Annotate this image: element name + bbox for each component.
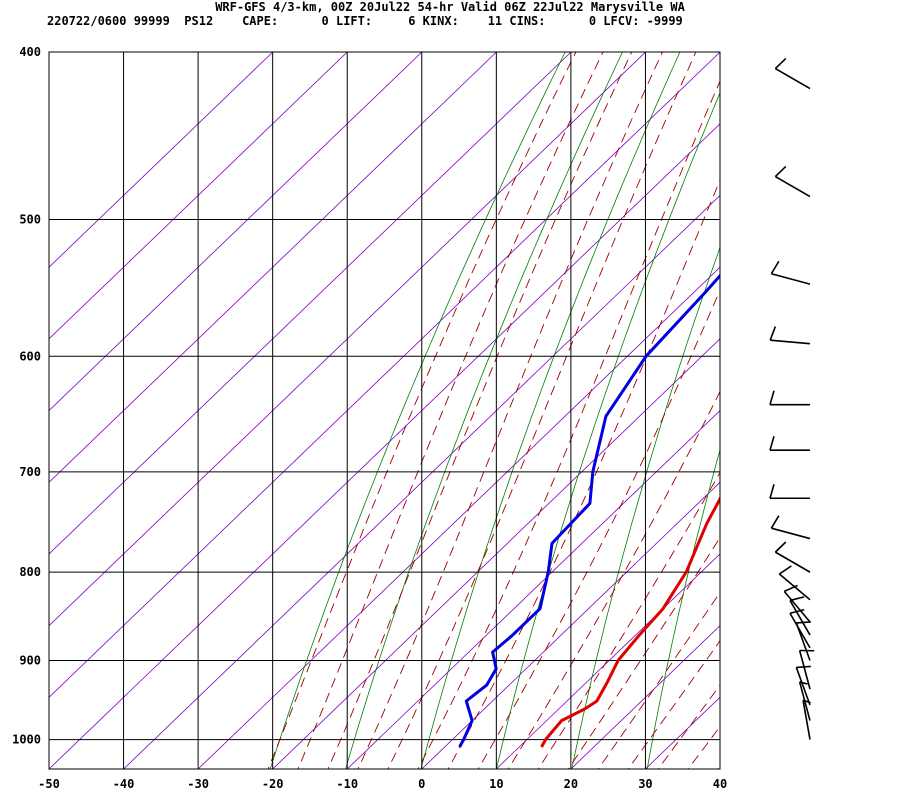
plot-frame (48, 51, 721, 770)
isotherm-line (197, 266, 720, 769)
dry-adiabat-line (646, 448, 720, 769)
dewpoint-line (458, 273, 720, 748)
moist-adiabat-line (537, 471, 720, 769)
moist-adiabat-line (447, 178, 720, 769)
isotherm-line (49, 52, 572, 555)
isotherm-line (49, 52, 720, 698)
x-tick-label: 30 (638, 777, 652, 791)
moist-adiabat-line (477, 289, 720, 769)
moist-adiabat-line (387, 52, 697, 769)
wind-barb (769, 435, 810, 451)
dry-adiabat-line (495, 91, 720, 769)
wind-barb (769, 484, 810, 500)
y-tick-label: 900 (19, 654, 41, 668)
wind-barbs (769, 57, 815, 740)
x-tick-label: -10 (336, 777, 358, 791)
thermo-diagram-lines (49, 14, 900, 784)
header-line-1: WRF-GFS 4/3-km, 00Z 20Jul22 54-hr Valid … (215, 0, 685, 14)
x-tick-label: 10 (489, 777, 503, 791)
dry-adiabat-line (345, 52, 623, 769)
isotherm-line (719, 768, 720, 769)
moist-adiabat-line (567, 536, 720, 769)
isotherm-line (49, 52, 274, 268)
moist-adiabat-line (687, 725, 720, 769)
dry-adiabat-line (420, 52, 681, 769)
temperature-line (540, 495, 720, 748)
profile-lines (458, 273, 720, 748)
y-tick-label: 600 (19, 349, 41, 363)
wind-barb (789, 596, 811, 636)
wind-barb (798, 649, 815, 690)
wind-barb (795, 621, 811, 661)
wind-barb (795, 665, 811, 706)
moist-adiabat-line (297, 52, 604, 769)
dry-adiabat-line (796, 14, 900, 784)
isotherm-line (570, 625, 720, 769)
isotherm-line (496, 553, 720, 769)
wind-barb (783, 584, 811, 623)
x-tick-label: 0 (418, 777, 425, 791)
y-tick-label: 400 (19, 45, 41, 59)
moist-adiabat-line (507, 390, 720, 769)
isotherm-line (645, 696, 720, 769)
isotherm-line (869, 52, 900, 769)
x-tick-labels: -50 -40 -30 -20 -10 0 10 20 30 40 (38, 777, 727, 791)
isotherm-line (49, 52, 423, 412)
dry-adiabat-line (721, 14, 900, 784)
moist-adiabat-line (357, 52, 663, 769)
moist-adiabat-line (657, 684, 720, 769)
x-tick-label: -20 (262, 777, 284, 791)
moist-adiabat-line (627, 640, 720, 769)
moist-adiabat-line (597, 591, 720, 769)
isotherm-line (49, 52, 348, 340)
moist-adiabat-line (417, 80, 720, 769)
moist-adiabat-line (267, 52, 577, 769)
isotherm-line (49, 52, 646, 627)
y-tick-label: 800 (19, 565, 41, 579)
y-tick-labels: 400 500 600 700 800 900 1000 (12, 45, 41, 747)
isotherm-line (346, 409, 720, 769)
x-tick-label: -40 (113, 777, 135, 791)
dry-adiabat-line (872, 14, 900, 784)
wind-barb (769, 326, 811, 345)
x-tick-label: -50 (38, 777, 60, 791)
wind-barb (770, 515, 811, 540)
isotherm-line (272, 338, 720, 769)
y-tick-label: 700 (19, 465, 41, 479)
x-tick-label: -30 (187, 777, 209, 791)
wind-barb (774, 165, 811, 198)
moist-adiabat-line (327, 52, 633, 769)
y-tick-label: 500 (19, 212, 41, 226)
wind-barb (789, 608, 811, 649)
wind-barb (770, 260, 811, 285)
dry-adiabat-line (571, 246, 720, 769)
x-tick-label: 20 (564, 777, 578, 791)
wind-barb (802, 699, 811, 740)
wind-barb (774, 57, 811, 90)
wind-barb (778, 565, 811, 601)
x-tick-label: 40 (713, 777, 727, 791)
dry-adiabat-line (269, 52, 566, 769)
isotherm-line (795, 52, 900, 769)
y-tick-label: 1000 (12, 733, 41, 747)
header-line-2: 220722/0600 99999 PS12 CAPE: 0 LIFT: 6 K… (47, 14, 683, 28)
wind-barb (769, 390, 810, 406)
wind-barb (774, 541, 811, 573)
moist-adiabat-line (717, 765, 720, 769)
